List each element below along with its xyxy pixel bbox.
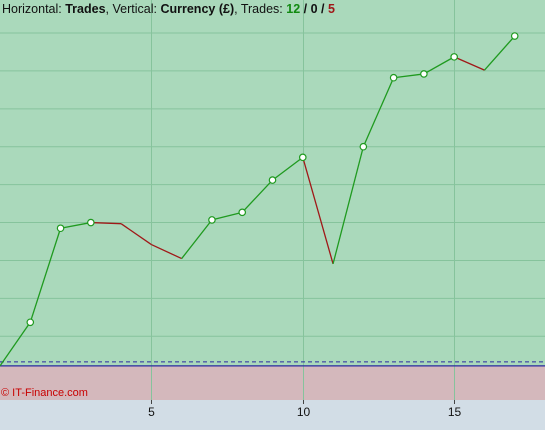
equity-segment-up [241,179,273,213]
breakeven-count: 0 [310,2,318,16]
equity-segment-up [272,156,304,181]
zero-baseline [0,361,545,367]
header-separator: , [234,2,238,16]
x-tick-label: 15 [448,405,462,419]
equity-line [0,35,516,367]
vertical-value: Currency (£) [160,2,235,16]
trade-marker [208,216,216,224]
trade-marker [450,53,458,61]
trade-markers [26,32,519,327]
losses-count: 5 [327,2,335,16]
equity-segment-up [0,321,31,367]
equity-segment-down [120,223,152,246]
x-tick-label: 5 [148,405,155,419]
wins-count: 12 [286,2,301,16]
count-separator: / [317,2,328,16]
trade-marker [510,32,519,40]
trade-marker [359,142,368,151]
equity-segment-down [90,221,122,225]
grid [0,0,545,400]
equity-segment-up [483,35,516,71]
count-separator: / [300,2,311,16]
horizontal-label: Horizontal: [2,2,62,16]
equity-segment-up [393,73,424,79]
equity-segment-up [362,77,395,147]
trade-marker [56,224,65,233]
equity-segment-up [29,228,62,323]
equity-segment-up [423,56,455,75]
trade-marker [389,73,398,82]
equity-segment-down [453,56,485,71]
equity-segment-down [151,243,182,260]
trades-label: Trades: [240,2,283,16]
equity-segment-up [181,219,213,259]
vertical-label: Vertical: [112,2,157,16]
x-tick-label: 10 [297,405,311,419]
equity-segment-down [302,157,334,265]
horizontal-value: Trades [65,2,106,16]
trade-marker [268,176,277,184]
equity-segment-up [60,221,91,229]
equity-segment-up [211,211,243,221]
header-separator: , [105,2,110,16]
trade-marker [26,318,35,327]
trade-marker [238,208,247,217]
trade-marker [87,218,95,227]
equity-segment-up [332,146,364,265]
x-axis-band [0,400,545,430]
trade-marker [298,153,307,162]
x-axis-ticks: 5 10 15 [148,400,461,419]
trade-marker [420,70,428,78]
chart-header: Horizontal: Trades, Vertical: Currency (… [2,2,335,16]
watermark: © IT-Finance.com [1,387,88,399]
